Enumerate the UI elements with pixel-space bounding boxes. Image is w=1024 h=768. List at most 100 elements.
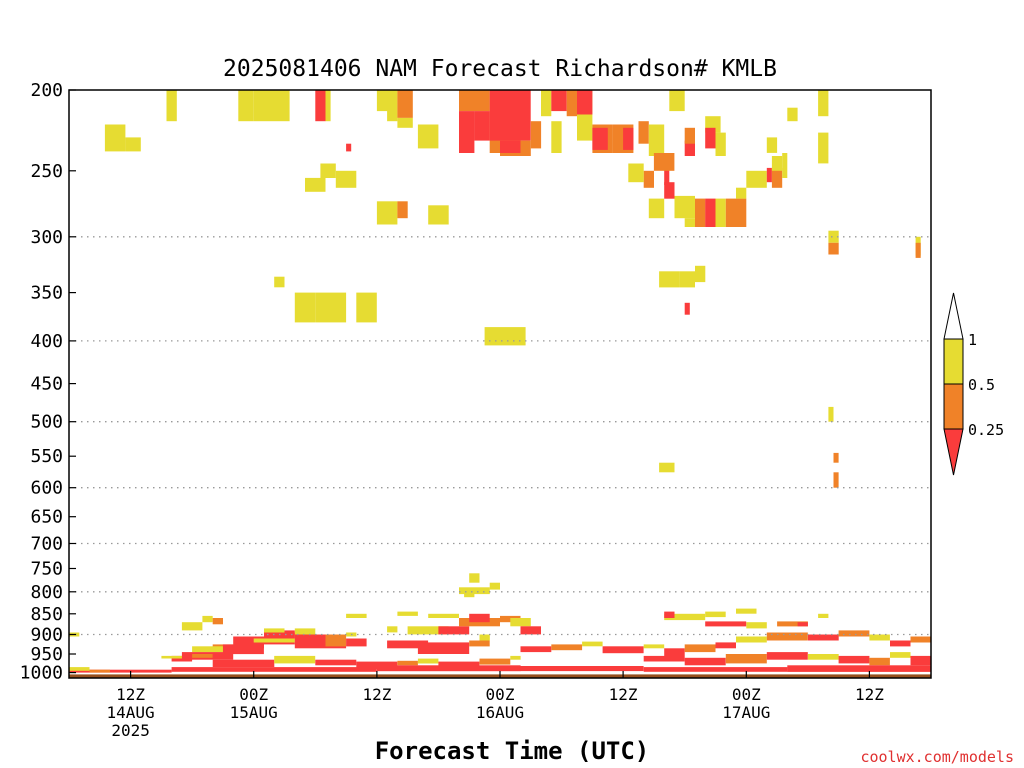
heatmap-cell-2 — [125, 137, 141, 152]
heatmap-cell-129 — [397, 611, 418, 616]
heatmap-cell-8 — [397, 117, 413, 128]
heatmap-cell-59 — [684, 302, 690, 315]
heatmap-cell-80 — [356, 292, 377, 323]
heatmap-cell-18 — [551, 121, 562, 153]
heatmap-cell-32 — [628, 163, 644, 183]
heatmap-cell-121 — [510, 618, 531, 627]
y-axis: 200 250 300 350 400 450 500 550 600 650 700 7508008… — [20, 80, 76, 684]
x-tick-label-1-1: 15AUG — [230, 703, 278, 722]
heatmap-cell-0 — [166, 90, 177, 122]
heatmap-cell-143 — [838, 630, 870, 637]
heatmap-cell-19 — [551, 90, 567, 112]
heatmap-cell-137 — [664, 648, 685, 656]
grid-layer — [69, 236, 931, 636]
heatmap-cell-74 — [715, 132, 726, 156]
heatmap-cell-165 — [664, 611, 675, 618]
heatmap-cell-139 — [715, 642, 736, 649]
heatmap-cell-104 — [274, 655, 316, 664]
heatmap-cell-53 — [771, 167, 783, 188]
y-tick-label-450: 450 — [30, 374, 63, 395]
x-tick-label-0-2: 2025 — [111, 721, 150, 740]
y-tick-label-600: 600 — [30, 478, 63, 499]
y-tick-label-900: 900 — [30, 625, 63, 646]
heatmap-cell-122 — [520, 626, 541, 635]
heatmap-cell-167 — [736, 608, 757, 614]
y-tick-label-1000: 1000 — [20, 663, 63, 684]
heatmap-cell-155 — [910, 655, 931, 666]
y-tick-label-400: 400 — [30, 331, 63, 352]
heatmap-cell-33 — [653, 153, 675, 171]
x-axis-label: Forecast Time (UTC) — [375, 737, 650, 765]
heatmap-cell-47 — [705, 198, 716, 227]
heatmap-cell-68 — [833, 472, 839, 488]
heatmap-cell-17 — [541, 90, 552, 117]
heatmap-cell-151 — [807, 654, 839, 660]
heatmap-cell-147 — [643, 655, 685, 662]
heatmap-cell-96 — [222, 644, 264, 655]
heatmap-cell-70 — [684, 140, 695, 156]
heatmap-cell-65 — [915, 242, 921, 258]
heatmap-cell-97 — [192, 646, 223, 653]
x-tick-label-3-1: 16AUG — [476, 703, 524, 722]
heatmap-cell-170 — [818, 613, 829, 618]
heatmap-cell-75 — [766, 137, 778, 153]
heatmap-cell-144 — [869, 634, 890, 641]
heatmap-cell-142 — [807, 634, 839, 641]
heatmap-cell-37 — [376, 201, 398, 225]
heatmap-cell-124 — [459, 587, 490, 595]
heatmap-cell-114 — [469, 640, 490, 647]
heatmap-cell-93 — [325, 634, 346, 647]
x-tick-label-6-0: 12Z — [855, 685, 884, 704]
heatmap-cell-172 — [705, 621, 747, 627]
heatmap-cell-156 — [520, 666, 644, 672]
heatmap-cell-136 — [643, 644, 665, 649]
heatmap-cell-63 — [828, 242, 839, 255]
heatmap-cell-43 — [648, 198, 665, 219]
heatmap-cell-123 — [428, 613, 459, 618]
heatmap-cell-55 — [787, 107, 798, 122]
heatmap-cell-159 — [171, 667, 377, 672]
heatmap-cell-141 — [766, 632, 808, 641]
heatmap-cell-66 — [828, 406, 834, 422]
heatmap-cell-51 — [746, 170, 767, 188]
heatmap-cell-34 — [664, 182, 675, 199]
heatmap-cell-102 — [161, 655, 182, 659]
heatmap-cell-89 — [294, 628, 316, 635]
heatmap-cell-119 — [469, 613, 490, 623]
heatmap-cell-5 — [325, 90, 331, 122]
heatmap-cell-58 — [695, 265, 706, 283]
x-tick-label-5-0: 00Z — [732, 685, 761, 704]
heatmap-cell-134 — [582, 641, 603, 647]
heatmap-cell-106 — [356, 661, 398, 669]
legend-label-1: 1 — [968, 331, 977, 349]
heatmap-cell-145 — [890, 640, 911, 647]
heatmap-cell-20 — [566, 90, 577, 117]
heatmap-cell-140 — [736, 636, 767, 643]
heatmap-cell-157 — [643, 667, 788, 672]
heatmap-cell-149 — [725, 654, 767, 664]
credit-link[interactable]: coolwx.com/models — [860, 748, 1014, 766]
heatmap-cell-27 — [638, 121, 649, 144]
legend-over-triangle — [943, 292, 964, 340]
heatmap-cell-35 — [417, 124, 439, 149]
y-tick-label-650: 650 — [30, 507, 63, 528]
heatmap-cell-107 — [397, 660, 418, 666]
heatmap-cell-87 — [264, 628, 285, 637]
heatmap-cell-166 — [705, 611, 726, 618]
heatmap-cell-10 — [459, 111, 475, 153]
heatmap-cell-125 — [469, 573, 480, 583]
heatmap-cell-133 — [551, 644, 583, 651]
heatmap-cell-39 — [320, 163, 336, 178]
heatmap-cell-79 — [315, 292, 347, 323]
heatmap-cell-67 — [833, 452, 839, 463]
legend-label-0-5: 0.5 — [968, 376, 995, 394]
heatmap-cell-148 — [684, 657, 726, 666]
heatmap-cell-41 — [305, 177, 326, 192]
heatmap-cell-91 — [264, 632, 295, 645]
heatmap-cell-9 — [459, 90, 490, 112]
legend-under-triangle — [943, 428, 964, 476]
heatmap-cell-130 — [346, 613, 367, 618]
heatmap-cell-49 — [725, 198, 747, 227]
heatmap-cell-108 — [417, 658, 439, 664]
